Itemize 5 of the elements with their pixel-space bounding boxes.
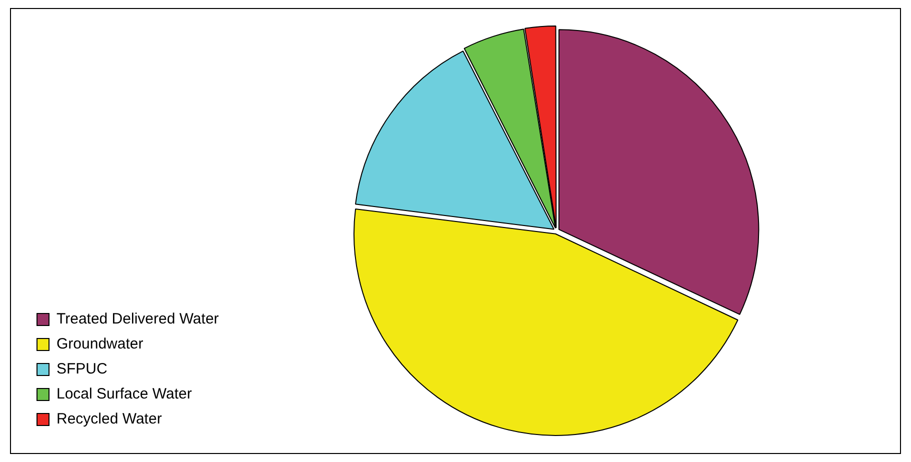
legend-label: Local Surface Water bbox=[56, 386, 192, 403]
legend-label: SFPUC bbox=[56, 360, 108, 378]
legend-label: Treated Delivered Water bbox=[56, 310, 219, 328]
legend-label: Groundwater bbox=[56, 336, 144, 353]
legend-label: Recycled Water bbox=[56, 410, 162, 428]
